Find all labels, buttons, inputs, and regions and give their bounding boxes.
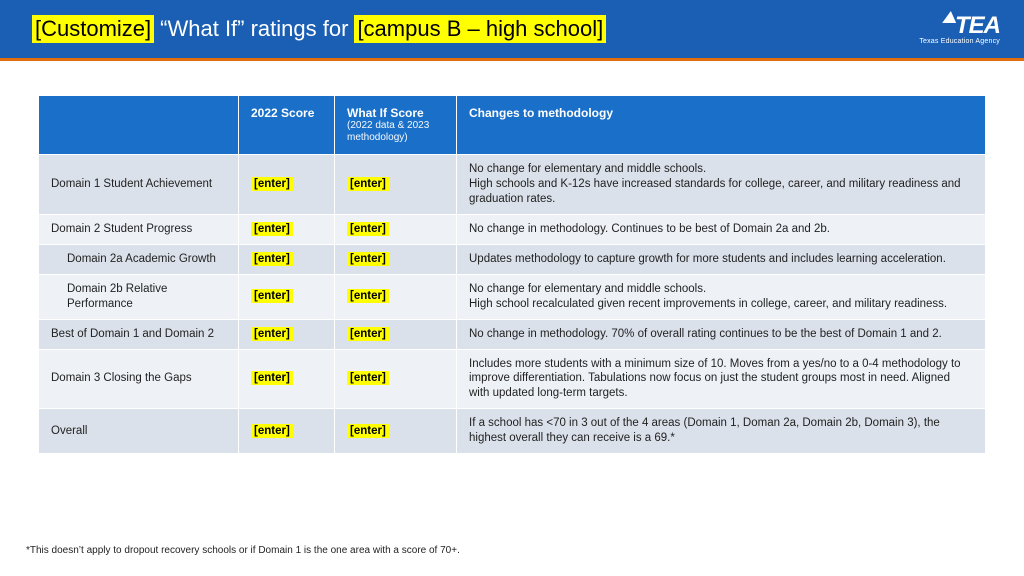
enter-placeholder[interactable]: [enter] <box>251 177 293 191</box>
tea-logo: TEA Texas Education Agency <box>919 13 1000 46</box>
changes-cell: No change in methodology. Continues to b… <box>457 214 986 244</box>
enter-placeholder[interactable]: [enter] <box>347 327 389 341</box>
enter-placeholder[interactable]: [enter] <box>347 289 389 303</box>
title-customize-highlight: [Customize] <box>32 15 154 43</box>
logo-main: TEA <box>919 13 1000 38</box>
title-mid: “What If” ratings for <box>160 16 348 42</box>
enter-placeholder[interactable]: [enter] <box>347 177 389 191</box>
enter-placeholder[interactable]: [enter] <box>251 424 293 438</box>
footnote: *This doesn’t apply to dropout recovery … <box>26 545 460 556</box>
table-header-row: 2022 Score What If Score (2022 data & 20… <box>39 96 986 155</box>
whatif-score-cell[interactable]: [enter] <box>335 244 457 274</box>
domain-label: Best of Domain 1 and Domain 2 <box>39 319 239 349</box>
changes-cell: Updates methodology to capture growth fo… <box>457 244 986 274</box>
col-header-score: 2022 Score <box>239 96 335 155</box>
score-2022-cell[interactable]: [enter] <box>239 349 335 409</box>
whatif-score-cell[interactable]: [enter] <box>335 349 457 409</box>
whatif-score-cell[interactable]: [enter] <box>335 409 457 454</box>
enter-placeholder[interactable]: [enter] <box>251 252 293 266</box>
table-row: Best of Domain 1 and Domain 2 [enter] [ent… <box>39 319 986 349</box>
domain-label: Overall <box>39 409 239 454</box>
changes-cell: Includes more students with a minimum si… <box>457 349 986 409</box>
col-header-whatif-sub: (2022 data & 2023 methodology) <box>347 120 444 144</box>
page-title: [Customize] “What If” ratings for [campu… <box>32 15 606 43</box>
enter-placeholder[interactable]: [enter] <box>251 371 293 385</box>
changes-cell: No change for elementary and middle scho… <box>457 155 986 215</box>
logo-sub: Texas Education Agency <box>919 38 1000 45</box>
col-header-whatif-main: What If Score <box>347 106 424 120</box>
whatif-score-cell[interactable]: [enter] <box>335 319 457 349</box>
table-row: Domain 1 Student Achievement [enter] [ente… <box>39 155 986 215</box>
enter-placeholder[interactable]: [enter] <box>347 371 389 385</box>
score-2022-cell[interactable]: [enter] <box>239 274 335 319</box>
title-campus-highlight: [campus B – high school] <box>354 15 606 43</box>
enter-placeholder[interactable]: [enter] <box>347 252 389 266</box>
table-row: Domain 2b Relative Performance [enter] [en… <box>39 274 986 319</box>
content-area: 2022 Score What If Score (2022 data & 20… <box>0 61 1024 454</box>
score-2022-cell[interactable]: [enter] <box>239 409 335 454</box>
table-row: Domain 2 Student Progress [enter] [enter] N… <box>39 214 986 244</box>
score-2022-cell[interactable]: [enter] <box>239 319 335 349</box>
table-row: Domain 3 Closing the Gaps [enter] [enter] I… <box>39 349 986 409</box>
table-row: Domain 2a Academic Growth [enter] [enter] U… <box>39 244 986 274</box>
header-bar: [Customize] “What If” ratings for [campu… <box>0 0 1024 58</box>
col-header-whatif: What If Score (2022 data & 2023 methodol… <box>335 96 457 155</box>
whatif-score-cell[interactable]: [enter] <box>335 155 457 215</box>
enter-placeholder[interactable]: [enter] <box>347 424 389 438</box>
whatif-score-cell[interactable]: [enter] <box>335 214 457 244</box>
enter-placeholder[interactable]: [enter] <box>251 327 293 341</box>
col-header-changes: Changes to methodology <box>457 96 986 155</box>
score-2022-cell[interactable]: [enter] <box>239 244 335 274</box>
ratings-table: 2022 Score What If Score (2022 data & 20… <box>38 95 986 454</box>
enter-placeholder[interactable]: [enter] <box>347 222 389 236</box>
changes-cell: If a school has <70 in 3 out of the 4 ar… <box>457 409 986 454</box>
whatif-score-cell[interactable]: [enter] <box>335 274 457 319</box>
col-header-domain <box>39 96 239 155</box>
score-2022-cell[interactable]: [enter] <box>239 155 335 215</box>
domain-label: Domain 2b Relative Performance <box>39 274 239 319</box>
domain-label: Domain 3 Closing the Gaps <box>39 349 239 409</box>
score-2022-cell[interactable]: [enter] <box>239 214 335 244</box>
domain-label: Domain 1 Student Achievement <box>39 155 239 215</box>
enter-placeholder[interactable]: [enter] <box>251 222 293 236</box>
enter-placeholder[interactable]: [enter] <box>251 289 293 303</box>
domain-label: Domain 2 Student Progress <box>39 214 239 244</box>
changes-cell: No change in methodology. 70% of overall… <box>457 319 986 349</box>
changes-cell: No change for elementary and middle scho… <box>457 274 986 319</box>
domain-label: Domain 2a Academic Growth <box>39 244 239 274</box>
table-row: Overall [enter] [enter] If a school has <70… <box>39 409 986 454</box>
